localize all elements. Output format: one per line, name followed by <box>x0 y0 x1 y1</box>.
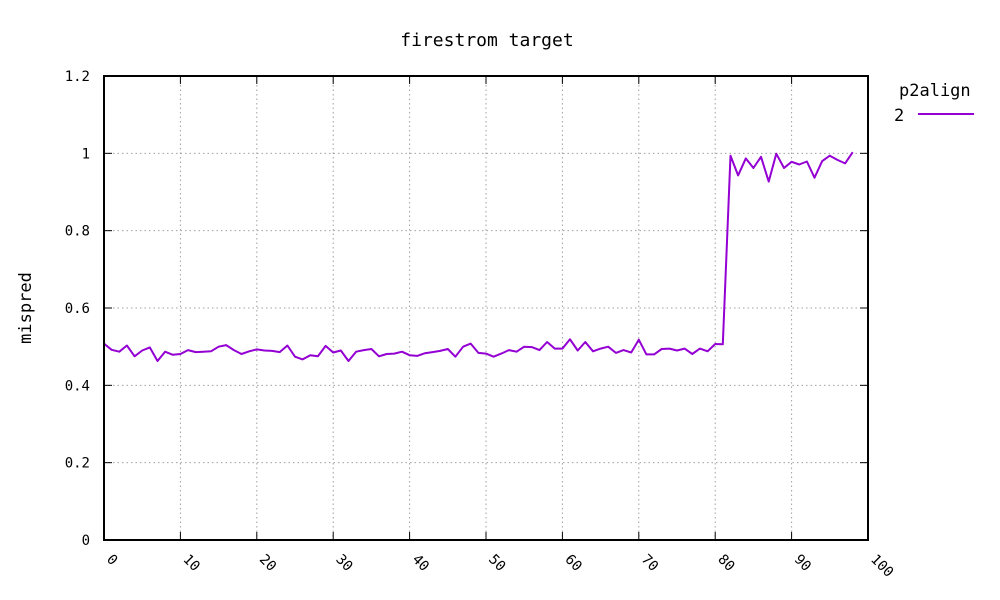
plot-series <box>103 151 854 362</box>
y-tick-label: 0.2 <box>65 456 90 472</box>
y-tick-label: 0.4 <box>65 378 90 394</box>
legend: p2align 2 <box>894 81 974 126</box>
plot-frame <box>103 75 869 541</box>
x-axis-ticks: 0 10 20 30 40 50 60 70 80 90 100 <box>103 76 896 581</box>
legend-series-label: 2 <box>894 106 904 126</box>
x-tick-label: 100 <box>867 552 896 581</box>
x-tick-label: 10 <box>180 552 203 575</box>
x-tick-label: 60 <box>562 552 585 575</box>
y-axis-label: mispred <box>16 272 36 344</box>
y-tick-label: 0.8 <box>65 224 90 240</box>
x-tick-label: 80 <box>714 552 737 575</box>
y-tick-label: 1.2 <box>65 69 90 85</box>
x-tick-label: 70 <box>638 552 661 575</box>
y-tick-label: 0.6 <box>65 301 90 317</box>
y-tick-label: 0 <box>82 533 90 549</box>
x-tick-label: 30 <box>332 552 355 575</box>
x-tick-label: 20 <box>256 552 279 575</box>
y-tick-label: 1 <box>82 146 90 162</box>
x-tick-label: 0 <box>103 552 120 569</box>
legend-title: p2align <box>899 81 971 101</box>
chart-title: firestrom target <box>400 30 573 51</box>
grid-lines <box>104 76 868 540</box>
x-tick-label: 90 <box>791 552 814 575</box>
x-tick-label: 40 <box>409 552 432 575</box>
x-tick-label: 50 <box>485 552 508 575</box>
y-axis-ticks: 0 0.2 0.4 0.6 0.8 1 1.2 <box>65 69 868 549</box>
series-line-2 <box>103 151 854 362</box>
